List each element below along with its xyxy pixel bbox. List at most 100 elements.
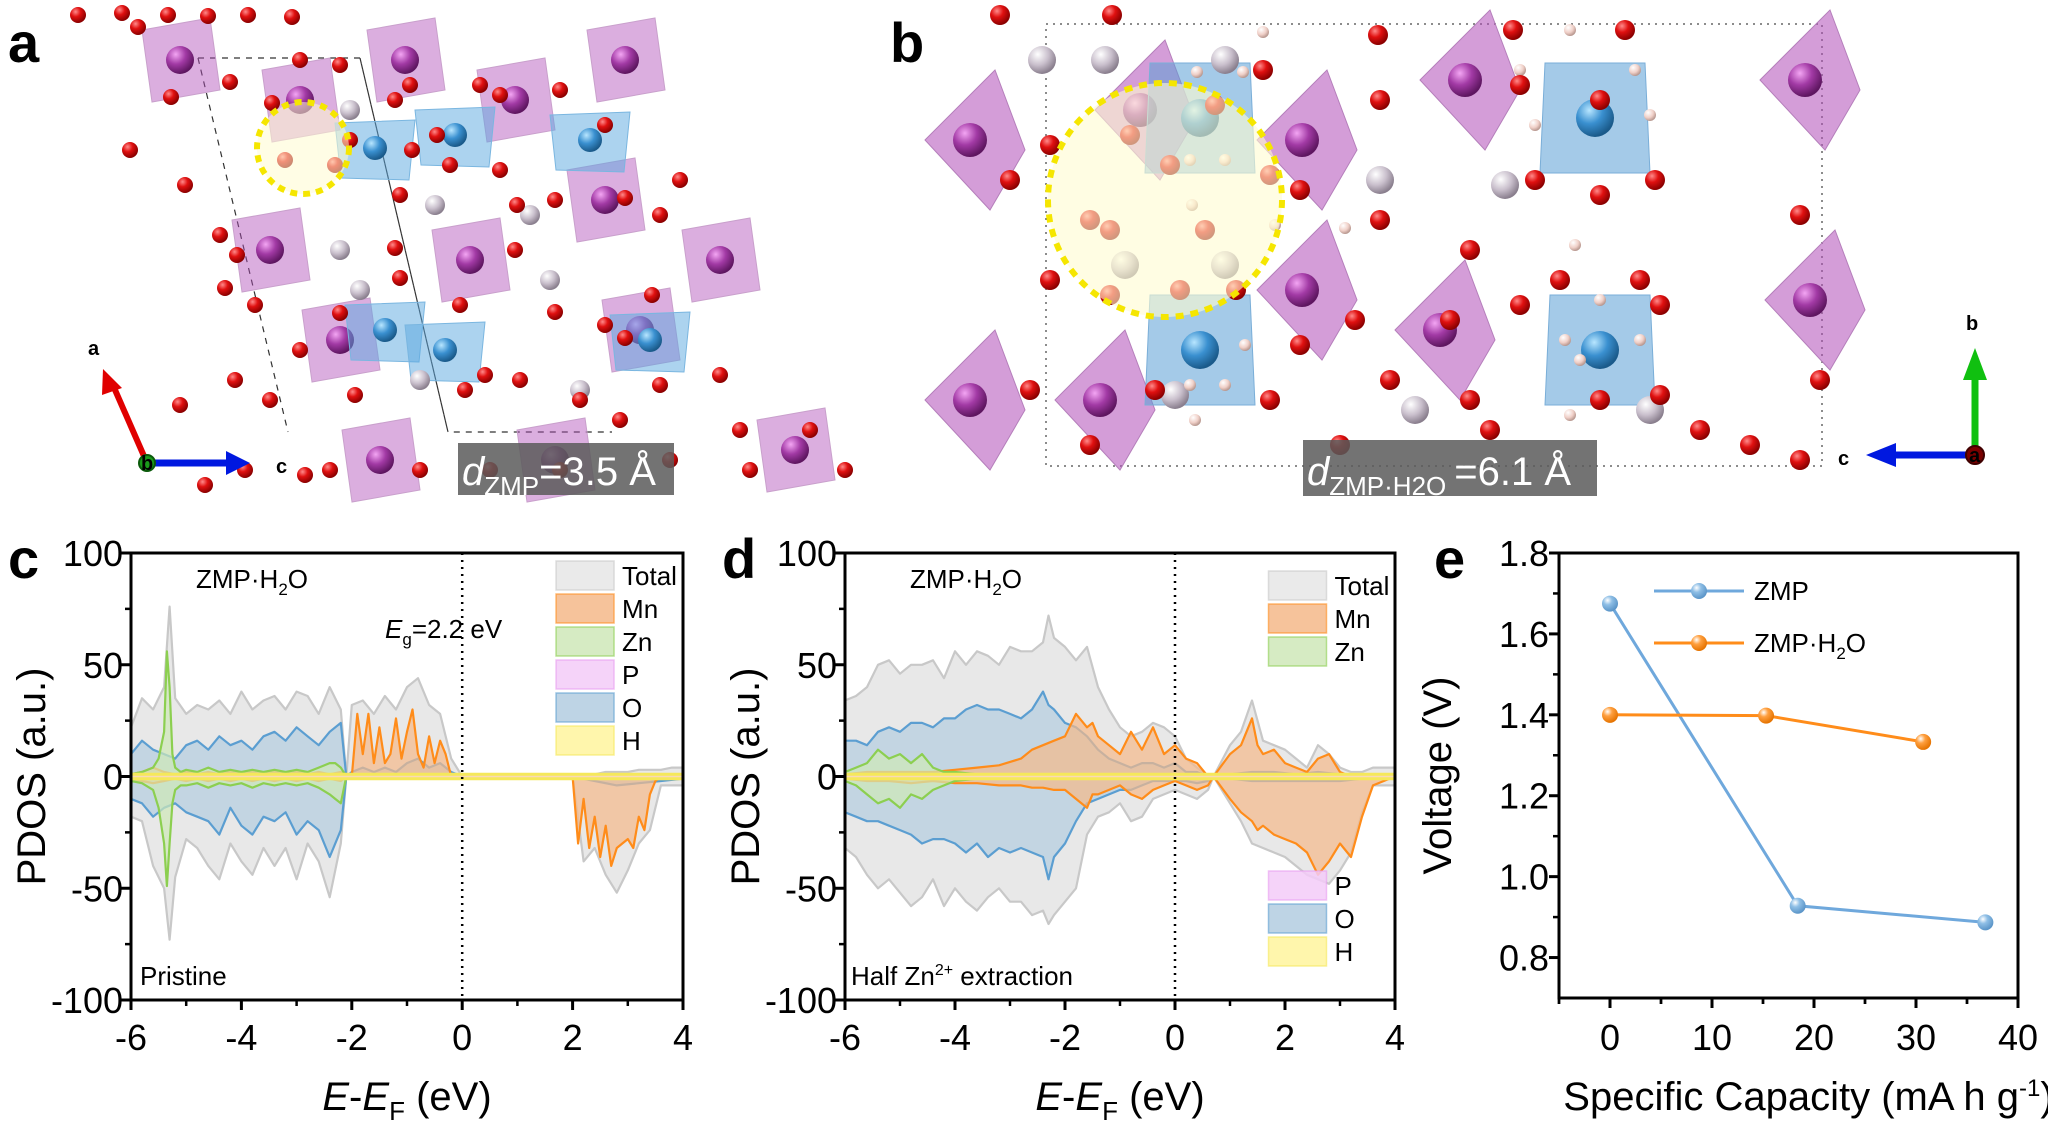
axis-label-a-b: a	[1969, 445, 1981, 467]
h-atom	[1257, 26, 1269, 38]
panel-d-pdos-half-extraction: d -6 -4 -2 0 2 4 -100 -50 0 50 100 E-EF (eV) PDOS (a…	[722, 527, 1405, 1122]
data-point-zmp-h2o	[1602, 706, 1618, 723]
x-tick-label: -6	[829, 1017, 861, 1058]
p-atom	[350, 280, 370, 300]
legend-swatch-o	[1267, 903, 1328, 934]
zn-atom	[433, 338, 457, 362]
o-atom	[1650, 295, 1670, 315]
h-atom	[1219, 379, 1231, 391]
mn-atom	[706, 246, 734, 274]
mn-atom	[611, 46, 639, 74]
o-atom	[472, 77, 488, 93]
legend-swatch-mn	[555, 593, 615, 624]
legend-swatch-p	[1267, 870, 1328, 901]
o-atom	[1040, 135, 1060, 155]
legend-label-mn: Mn	[1335, 604, 1371, 634]
o-atom	[1790, 450, 1810, 470]
o-atom	[597, 117, 613, 133]
y-tick-label: 1.2	[1499, 776, 1549, 817]
o-atom	[1000, 170, 1020, 190]
y-tick-label: -50	[71, 868, 123, 909]
mn-atom	[501, 86, 529, 114]
legend-label-mn: Mn	[622, 594, 658, 624]
yellow-highlight-circle-b	[1045, 80, 1285, 320]
zn-atom	[363, 136, 387, 160]
pdos-fill-o-down	[131, 776, 683, 857]
o-atom	[1102, 5, 1122, 25]
o-atom	[70, 7, 86, 23]
o-atom	[247, 297, 263, 313]
o-atom	[387, 92, 403, 108]
data-point-zmp	[1789, 897, 1806, 914]
zn-atom	[443, 123, 467, 147]
legend-swatch-p	[555, 659, 615, 690]
x-tick-label: 0	[1165, 1017, 1185, 1058]
legend-label-p: P	[622, 660, 639, 690]
x-tick-label: 20	[1794, 1017, 1834, 1058]
zn-atom	[373, 318, 397, 342]
o-atom	[322, 462, 338, 478]
mn-atom	[1285, 273, 1319, 307]
y-tick-label: 50	[83, 645, 123, 686]
mn-atom	[953, 123, 987, 157]
pdos-line-total-up	[131, 605, 683, 778]
mn-atom	[456, 246, 484, 274]
o-atom	[990, 5, 1010, 25]
o-atom	[172, 397, 188, 413]
h-atom	[1569, 239, 1581, 251]
o-atom	[452, 297, 468, 313]
o-atom	[1503, 20, 1523, 40]
legend-label-total: Total	[1335, 571, 1390, 601]
zn-atom	[1581, 331, 1619, 369]
o-atom	[1368, 25, 1388, 45]
data-point-zmp	[1602, 595, 1618, 612]
o-atom	[547, 192, 563, 208]
x-tick-label: -4	[225, 1017, 257, 1058]
x-tick-label: 2	[1275, 1017, 1295, 1058]
data-point-zmp	[1977, 914, 1994, 931]
axis-label-b: b	[141, 453, 153, 475]
legend-label-h: H	[622, 726, 641, 756]
o-atom	[229, 247, 245, 263]
legend-label-zn: Zn	[622, 627, 652, 657]
panel-label-e: e	[1434, 527, 1465, 590]
o-atom	[837, 462, 853, 478]
y-tick-label: 100	[63, 533, 123, 574]
plot-title: ZMP·H2O	[196, 564, 308, 599]
o-atom	[429, 127, 445, 143]
legend-swatch-zn	[555, 626, 615, 657]
zn-atom	[638, 328, 662, 352]
p-atom	[1366, 166, 1394, 194]
o-atom	[1630, 270, 1650, 290]
h-atom	[1629, 64, 1641, 76]
plot-frame	[1557, 551, 2020, 1000]
o-atom	[130, 19, 146, 35]
mn-atom	[326, 326, 354, 354]
axis-indicator-a: b a c	[88, 338, 287, 478]
x-tick-label: -2	[1049, 1017, 1081, 1058]
legend-swatch-total	[555, 560, 615, 591]
y-axis-label: Voltage (V)	[1416, 677, 1460, 875]
legend-label-h: H	[1335, 937, 1354, 967]
o-atom	[652, 207, 668, 223]
x-tick-label: 4	[1385, 1017, 1405, 1058]
y-tick-label: 0.8	[1499, 938, 1549, 979]
o-atom	[347, 387, 363, 403]
pdos-fill-mn-up	[131, 709, 683, 777]
h-atom	[1634, 334, 1646, 346]
legend-swatch-o	[555, 692, 615, 723]
legend-marker-zmp-h2o	[1691, 635, 1707, 651]
h-atom	[1191, 66, 1203, 78]
mn-atom	[166, 46, 194, 74]
panel-label-c: c	[8, 527, 39, 590]
o-atom	[1290, 335, 1310, 355]
o-atom	[1020, 380, 1040, 400]
y-axis-label: PDOS (a.u.)	[10, 668, 54, 886]
pdos-fill-mn-up	[845, 713, 1395, 777]
o-atom	[332, 57, 348, 73]
data-point-zmp-h2o	[1758, 707, 1775, 724]
zn-atom	[578, 128, 602, 152]
legend-label-zn: Zn	[1335, 637, 1365, 667]
pdos-fill-o-up	[845, 691, 1395, 777]
